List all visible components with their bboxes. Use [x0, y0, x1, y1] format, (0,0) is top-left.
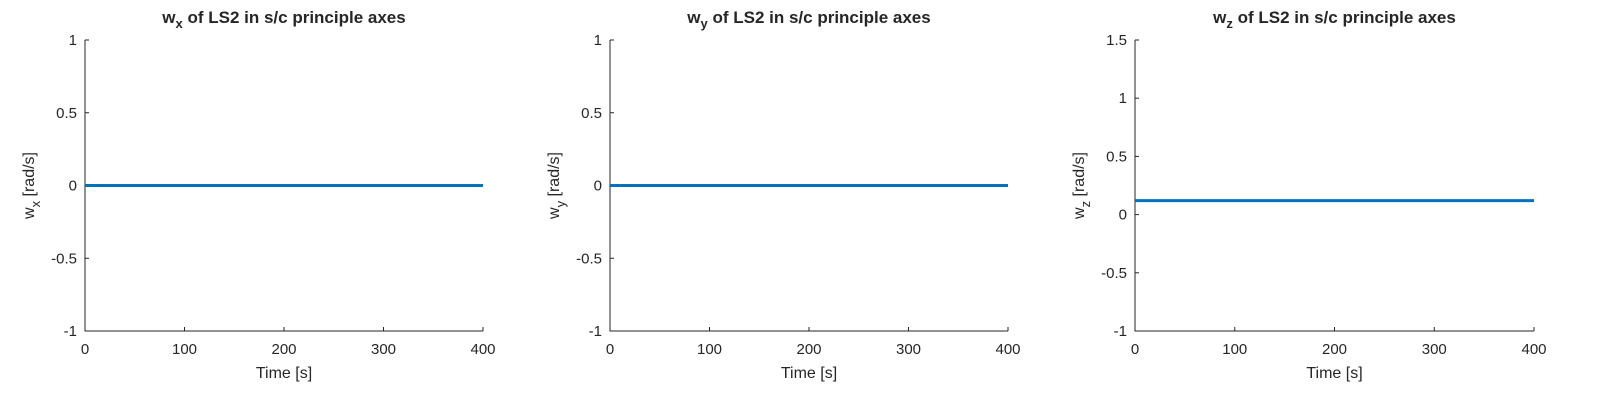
y-tick-label: 1	[69, 32, 77, 49]
y-tick-label: 0.5	[1106, 148, 1127, 165]
ylabel-subscript: y	[553, 200, 568, 207]
y-tick-label: 0	[594, 178, 602, 195]
chart-title: wy of LS2 in s/c principle axes	[686, 8, 930, 31]
y-tick-label: 1	[1119, 90, 1127, 107]
chart-title: wz of LS2 in s/c principle axes	[1212, 8, 1456, 31]
y-tick-label: -1	[589, 323, 602, 340]
ylabel-main: w	[21, 207, 38, 220]
subplot-3: 0 100 200 300 400-1-0.500.511.5wz of LS2 in …	[1071, 8, 1547, 382]
title-rest: of LS2 in s/c principle axes	[708, 8, 931, 27]
x-tick-label: 300	[896, 341, 921, 358]
y-tick-label: -0.5	[1101, 265, 1127, 282]
x-tick-label: 200	[271, 341, 296, 358]
y-tick-label: 0.5	[56, 105, 77, 122]
title-rest: of LS2 in s/c principle axes	[183, 8, 406, 27]
x-tick-label: 0	[606, 341, 614, 358]
x-axis-label: Time [s]	[1306, 365, 1362, 382]
title-subscript: y	[701, 16, 709, 31]
title-subscript: x	[176, 16, 184, 31]
x-tick-label: 300	[371, 341, 396, 358]
x-axis-label: Time [s]	[256, 365, 312, 382]
x-tick-label: 100	[172, 341, 197, 358]
x-tick-label: 400	[470, 341, 495, 358]
x-axis-label: Time [s]	[781, 365, 837, 382]
title-main: w	[686, 8, 701, 27]
x-tick-label: 100	[697, 341, 722, 358]
y-tick-label: 0	[1119, 207, 1127, 224]
ylabel-rest: [rad/s]	[21, 152, 38, 201]
y-tick-label: 1.5	[1106, 32, 1127, 49]
y-tick-label: 0.5	[581, 105, 602, 122]
x-tick-label: 0	[1131, 341, 1139, 358]
ylabel-rest: [rad/s]	[1071, 152, 1088, 201]
title-main: w	[1212, 8, 1227, 27]
y-axis-label: wx [rad/s]	[21, 152, 43, 220]
x-tick-label: 200	[796, 341, 821, 358]
x-tick-label: 400	[995, 341, 1020, 358]
ylabel-subscript: x	[28, 200, 43, 207]
x-tick-label: 400	[1521, 341, 1546, 358]
ylabel-rest: [rad/s]	[546, 152, 563, 201]
y-axis-label: wz [rad/s]	[1071, 152, 1093, 220]
x-tick-label: 200	[1322, 341, 1347, 358]
x-tick-label: 0	[81, 341, 89, 358]
title-main: w	[161, 8, 176, 27]
y-tick-label: -1	[1114, 323, 1127, 340]
ylabel-main: w	[1071, 207, 1088, 220]
title-subscript: z	[1226, 16, 1233, 31]
y-tick-label: 0	[69, 178, 77, 195]
x-tick-label: 100	[1222, 341, 1247, 358]
y-tick-label: -1	[64, 323, 77, 340]
y-tick-label: -0.5	[51, 250, 77, 267]
x-tick-label: 300	[1422, 341, 1447, 358]
ylabel-subscript: z	[1078, 201, 1093, 208]
y-axis-label: wy [rad/s]	[546, 152, 568, 220]
chart-title: wx of LS2 in s/c principle axes	[161, 8, 405, 31]
y-tick-label: 1	[594, 32, 602, 49]
axes-frame	[1134, 40, 1534, 332]
title-rest: of LS2 in s/c principle axes	[1233, 8, 1456, 27]
y-tick-label: -0.5	[576, 250, 602, 267]
ylabel-main: w	[546, 207, 563, 220]
